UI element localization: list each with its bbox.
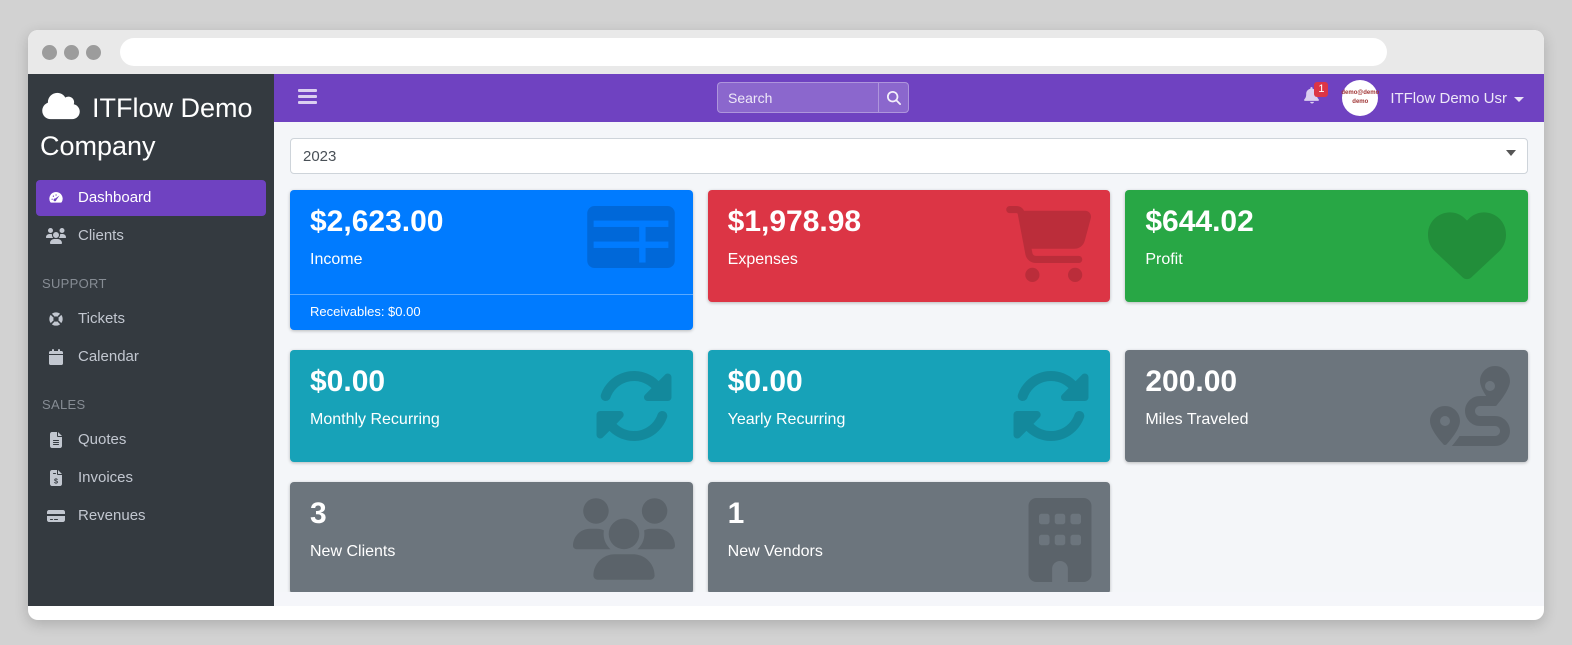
monthly-recurring-label: Monthly Recurring — [310, 411, 440, 428]
avatar-text: demo — [1352, 99, 1369, 105]
window-control-dots[interactable] — [42, 45, 101, 60]
profit-card[interactable]: $644.02 Profit — [1125, 190, 1528, 302]
sidebar-item-label: Tickets — [78, 310, 125, 328]
sidebar-item-quotes[interactable]: Quotes — [36, 422, 266, 458]
income-label: Income — [310, 251, 363, 268]
sidebar: ITFlow Demo Company Dashboard Clients SU… — [28, 74, 274, 606]
users-icon — [572, 498, 675, 585]
year-select[interactable]: 2023 — [290, 138, 1528, 174]
route-icon — [1429, 366, 1510, 451]
profit-value: $644.02 — [1145, 205, 1254, 238]
notification-badge: 1 — [1314, 82, 1329, 97]
gauge-icon — [44, 190, 68, 206]
caret-down-icon — [1514, 96, 1524, 102]
window-bottom-strip — [274, 592, 1544, 606]
sync-icon — [593, 366, 675, 451]
notifications-button[interactable]: 1 — [1303, 82, 1329, 109]
brand[interactable]: ITFlow Demo Company — [36, 86, 266, 180]
new-vendors-label: New Vendors — [727, 543, 823, 560]
miles-traveled-label: Miles Traveled — [1145, 411, 1249, 428]
cloud-icon — [42, 92, 80, 120]
shopping-cart-icon — [1006, 206, 1092, 287]
sidebar-item-invoices[interactable]: $ Invoices — [36, 460, 266, 496]
url-bar[interactable] — [120, 38, 1387, 66]
dashboard-content: 2023 $2,623.00 Income Receivab — [274, 122, 1544, 592]
sidebar-item-tickets[interactable]: Tickets — [36, 301, 266, 337]
new-vendors-value: 1 — [727, 497, 745, 530]
yearly-recurring-card[interactable]: $0.00 Yearly Recurring — [707, 350, 1111, 462]
new-clients-card[interactable]: 3 New Clients — [290, 482, 693, 592]
menu-toggle-button[interactable] — [298, 89, 317, 107]
miles-traveled-card[interactable]: 200.00 Miles Traveled — [1125, 350, 1528, 462]
window-dot[interactable] — [64, 45, 79, 60]
sidebar-item-calendar[interactable]: Calendar — [36, 339, 266, 375]
browser-titlebar — [28, 30, 1544, 74]
building-icon — [1028, 498, 1092, 587]
life-ring-icon — [44, 311, 68, 327]
credit-card-table-icon — [586, 206, 675, 273]
sidebar-item-label: Quotes — [78, 431, 127, 449]
window-dot[interactable] — [86, 45, 101, 60]
new-vendors-card[interactable]: 1 New Vendors — [707, 482, 1111, 592]
miles-traveled-value: 200.00 — [1145, 365, 1238, 398]
sidebar-item-label: Revenues — [78, 507, 146, 525]
profit-label: Profit — [1145, 251, 1183, 268]
new-clients-value: 3 — [310, 497, 327, 530]
window-dot[interactable] — [42, 45, 57, 60]
user-menu[interactable]: ITFlow Demo Usr — [1390, 90, 1524, 107]
file-lines-icon — [44, 431, 68, 448]
top-navbar: 1 demo@demo demo ITFlow Demo Usr — [274, 74, 1544, 122]
calendar-icon — [44, 348, 68, 365]
sidebar-item-label: Dashboard — [78, 189, 152, 207]
sidebar-item-label: Calendar — [78, 348, 139, 366]
sidebar-item-dashboard[interactable]: Dashboard — [36, 179, 266, 216]
sidebar-item-clients[interactable]: Clients — [36, 218, 266, 254]
browser-window: ITFlow Demo Company Dashboard Clients SU… — [28, 30, 1544, 620]
sidebar-item-label: Clients — [78, 227, 124, 245]
expenses-value: $1,978.98 — [727, 205, 862, 238]
sidebar-item-revenues[interactable]: Revenues — [36, 498, 266, 534]
users-icon — [44, 227, 68, 244]
credit-card-icon — [44, 508, 68, 524]
search-button[interactable] — [878, 82, 909, 113]
monthly-recurring-card[interactable]: $0.00 Monthly Recurring — [290, 350, 693, 462]
income-value: $2,623.00 — [310, 205, 444, 238]
monthly-recurring-value: $0.00 — [310, 365, 386, 398]
new-clients-label: New Clients — [310, 543, 396, 560]
heart-icon — [1424, 206, 1510, 289]
user-name: ITFlow Demo Usr — [1390, 89, 1507, 107]
avatar-text: demo@demo — [1341, 90, 1380, 96]
yearly-recurring-value: $0.00 — [727, 365, 803, 398]
sidebar-heading-sales: SALES — [42, 396, 86, 412]
income-footer: Receivables: $0.00 — [290, 294, 693, 330]
sidebar-item-label: Invoices — [78, 469, 134, 487]
yearly-recurring-label: Yearly Recurring — [727, 411, 846, 428]
search-group — [717, 82, 909, 113]
sync-icon — [1010, 366, 1092, 451]
sidebar-heading-support: SUPPORT — [42, 275, 107, 291]
svg-text:$: $ — [54, 477, 58, 485]
brand-label: ITFlow Demo Company — [40, 93, 253, 161]
search-input[interactable] — [717, 82, 878, 113]
avatar[interactable]: demo@demo demo — [1341, 80, 1380, 116]
search-icon — [886, 90, 901, 105]
file-invoice-dollar-icon: $ — [44, 469, 68, 486]
expenses-label: Expenses — [727, 251, 798, 268]
income-card[interactable]: $2,623.00 Income Receivables: $0.00 — [290, 190, 693, 330]
expenses-card[interactable]: $1,978.98 Expenses — [707, 190, 1111, 302]
